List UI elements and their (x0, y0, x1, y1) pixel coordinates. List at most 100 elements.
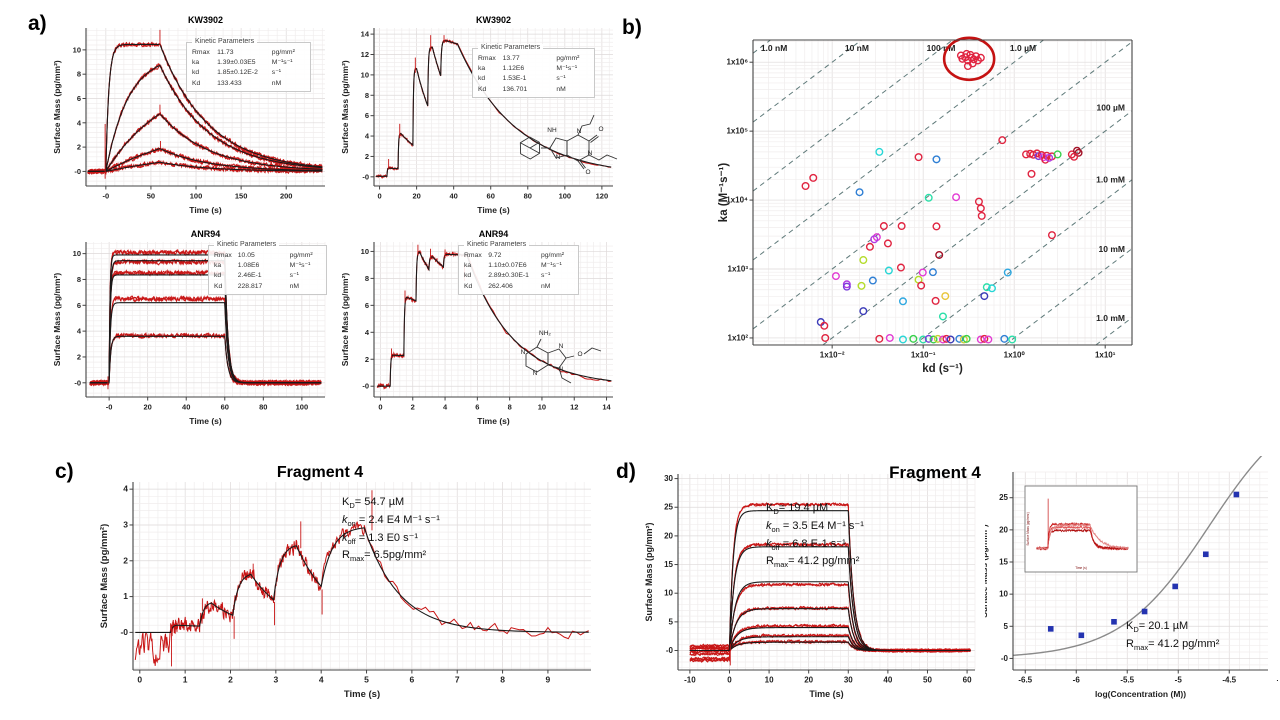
x-tick-label: -6 (1073, 676, 1081, 685)
axes-b: 1x10⁻² 1x10⁻¹ 1x10⁰ 1x10¹ 1x10² 1x10³ 1x10⁴ 1x1… (718, 39, 1133, 375)
x-tick-label: 14 (602, 403, 611, 412)
iso-line (752, 39, 771, 54)
data-point (941, 292, 950, 301)
x-tick-label: 30 (844, 676, 853, 685)
y-tick-label: 6 (77, 301, 81, 310)
x-tick-label: 0 (137, 675, 142, 685)
x-tick-label: 3 (273, 675, 278, 685)
d1-traces (689, 502, 971, 666)
annotation-value: = 6.5pg/mm² (364, 549, 427, 562)
axes-a4: 0 2 4 6 8 10 12 14 -0 2 4 6 8 10 Time (s) Surface Mass … (340, 229, 613, 426)
kinetic-parameter-row: Rmax 13.77 pg/mm² (478, 54, 590, 64)
kinetic-parameter-kp: Kd (478, 85, 487, 93)
kinetic-parameter-row: Kd 262.406 nM (464, 282, 574, 292)
kinetic-parameter-kp: ka (192, 59, 200, 67)
y-tick-label: -0 (362, 382, 369, 391)
annotation-line: KD= 19.4 µM (766, 500, 864, 518)
y-tick-label: 2 (77, 352, 81, 361)
kinetic-parameter-row: Rmax 10.05 pg/mm² (214, 251, 322, 261)
chart-fragment4-singlecycle: 0 1 2 3 4 5 6 7 8 9 -0 1 2 3 4 Time (s) Surface Mass (pg… (85, 456, 605, 720)
bond (588, 134, 598, 142)
data-point (1027, 169, 1036, 178)
x-tick-label: 0 (377, 192, 381, 201)
kinetic-parameter-kp: ka (478, 65, 486, 73)
kinetic-parameter-ku: M⁻¹s⁻¹ (289, 262, 311, 270)
kinetic-parameter-kp: Rmax (214, 252, 232, 259)
annotation-symbol: R (766, 555, 774, 568)
x-tick-label: 1 (183, 675, 188, 685)
dose-fit-curve (1012, 448, 1269, 656)
kinetic-parameter-ku: M⁻¹s⁻¹ (556, 65, 578, 73)
y-tick-label: 10 (73, 45, 81, 54)
data-point (820, 321, 829, 330)
kinetic-parameter-kp: kd (192, 69, 200, 77)
x-tick-label: 12 (570, 403, 578, 412)
data-point (928, 268, 937, 277)
plot-c: 0 1 2 3 4 5 6 7 8 9 -0 1 2 3 4 Time (s) Surface Mass (pg… (99, 464, 591, 700)
kinetic-parameter-kp: Kd (214, 282, 223, 290)
kinetic-parameter-ku: nM (556, 85, 566, 93)
chart-isoaffinity-scatter: 1.0 nM 10 nM 100 nM 1.0 µM 100 µM 1.0 mM 10 mM… (690, 14, 1190, 444)
y-tick-label: 5 (669, 617, 674, 626)
bond (558, 367, 572, 384)
kinetic-parameter-kp: Kd (192, 79, 201, 87)
x-tick-label: 100 (559, 192, 572, 201)
bond (536, 338, 542, 348)
y-axis-label: Surface Mass (pg/mm²) (644, 522, 654, 621)
x-tick-label: 4 (443, 403, 448, 412)
annotation-line: Rmax= 41.2 pg/mm² (1126, 636, 1219, 654)
plot-d2: -6.5 -6 -5.5 -5 -4.5 -4 -0 5 10 15 20 25 log(Concent… (979, 448, 1280, 699)
y-tick-label: 1x10³ (728, 265, 749, 274)
data-point (929, 335, 938, 344)
y-tick-label: 1x10⁴ (726, 196, 748, 205)
data-point (1073, 146, 1082, 155)
kinetic-parameter-kv: 1.10±0.07E6 (488, 262, 527, 270)
kinetic-parameter-row: Kd 136.701 nM (478, 85, 590, 95)
atom-label: O (585, 169, 590, 176)
data-point-square (1047, 626, 1054, 632)
kinetic-parameter-ku: pg/mm² (540, 252, 565, 259)
kinetic-parameter-kp: ka (214, 262, 222, 270)
fit-curve (87, 112, 323, 172)
data-point (865, 242, 874, 251)
annotation-value: = 6.8 E-1 s⁻¹ (779, 537, 846, 550)
y-tick-label: 4 (123, 484, 128, 494)
kinetic-parameter-kv: 11.73 (217, 49, 234, 56)
iso-label-right: 1.0 mM (1096, 313, 1125, 323)
iso-line (1004, 248, 1133, 346)
x-tick-label: 10 (765, 676, 774, 685)
data-point (868, 276, 877, 285)
bond (579, 159, 586, 169)
inset-x-label: Time (s) (1075, 566, 1087, 570)
a3-traces (89, 249, 322, 390)
panel-label-d: d) (616, 460, 636, 483)
annotation-line: KD= 20.1 µM (1126, 618, 1219, 636)
atom-label: N (559, 366, 564, 373)
data-point (875, 147, 884, 156)
data-point (1029, 150, 1038, 159)
y-axis-label: Surface Mass (pg/mm²) (340, 60, 350, 154)
data-point (924, 193, 933, 202)
data-point-square (1078, 632, 1085, 639)
data-point (875, 334, 884, 343)
data-point (842, 280, 851, 289)
annotation-subscript: max (349, 554, 365, 564)
data-point (1070, 152, 1079, 161)
kinetic-parameter-ku: M⁻¹s⁻¹ (271, 59, 293, 67)
kinetics-annotation-d2: KD= 20.1 µM Rmax= 41.2 pg/mm² (1126, 618, 1219, 654)
kinetic-parameter-row: Kd 133.433 nM (192, 79, 306, 89)
kinetic-parameter-kv: 9.72 (488, 252, 502, 259)
data-point (980, 292, 989, 301)
data-point (1074, 148, 1083, 157)
annotation-value: = 3.5 E4 M⁻¹ s⁻¹ (779, 519, 864, 532)
atom-label: NH (547, 127, 557, 134)
x-tick-label: 20 (412, 192, 420, 201)
x-tick-label: -5.5 (1120, 676, 1134, 685)
kinetic-parameter-kv: 136.701 (502, 85, 528, 93)
atom-label: N (588, 150, 593, 157)
red-trace (134, 521, 589, 666)
data-point (1003, 268, 1012, 277)
data-point (885, 333, 894, 342)
